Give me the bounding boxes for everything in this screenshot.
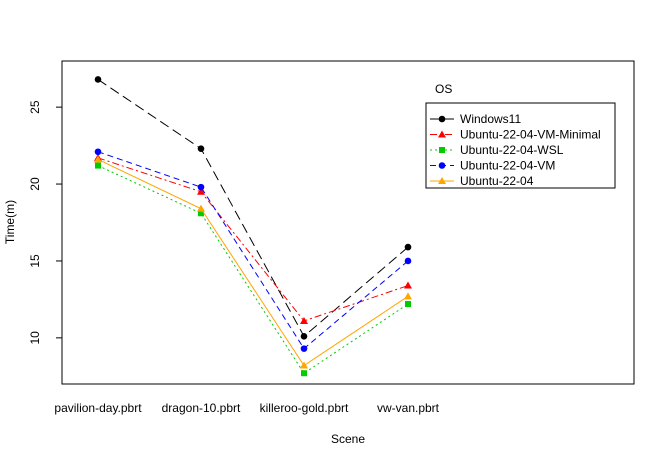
data-point: [404, 243, 412, 251]
series-ubuntu-22-04: [94, 155, 412, 369]
data-point: [300, 333, 308, 340]
x-tick-label: pavilion-day.pbrt: [54, 401, 142, 415]
series-line: [97, 157, 409, 322]
legend-marker: [438, 115, 446, 123]
legend-label: Ubuntu-22-04: [460, 174, 534, 188]
series-line: [97, 165, 409, 374]
plot-area: [61, 60, 635, 385]
data-point: [405, 301, 411, 308]
legend-marker: [438, 162, 446, 169]
legend-label: Ubuntu-22-04-WSL: [460, 143, 564, 157]
data-point: [404, 281, 412, 289]
data-point: [404, 257, 412, 265]
legend-marker: [439, 147, 445, 153]
series-ubuntu-22-04-vm: [94, 148, 412, 352]
y-tick-label: 10: [28, 331, 42, 345]
data-point: [197, 145, 205, 152]
series-line: [97, 151, 409, 350]
legend: OS Windows11Ubuntu-22-04-VM-MinimalUbunt…: [425, 82, 616, 189]
series-windows11: [94, 76, 412, 340]
data-point: [301, 370, 307, 377]
series-ubuntu-22-04-vm-minimal: [94, 153, 412, 324]
legend-label: Ubuntu-22-04-VM: [460, 159, 555, 173]
legend-marker: [438, 130, 446, 138]
series-ubuntu-22-04-wsl: [95, 162, 411, 377]
series-line: [97, 79, 409, 338]
data-point: [94, 148, 102, 156]
series-layer: [94, 76, 412, 377]
data-point: [197, 204, 205, 212]
y-axis-label: Time(m): [3, 200, 17, 244]
x-tick-label: vw-van.pbrt: [377, 401, 440, 415]
x-axis: pavilion-day.pbrt dragon-10.pbrt killeroo-…: [54, 401, 439, 415]
data-point: [300, 361, 308, 369]
y-tick-label: 25: [28, 100, 42, 114]
series-line: [97, 158, 409, 367]
y-axis: 10 15 20 25: [28, 100, 62, 345]
x-tick-label: killeroo-gold.pbrt: [260, 401, 349, 415]
legend-marker: [438, 177, 446, 184]
data-point: [95, 162, 101, 169]
data-point: [198, 210, 204, 217]
data-point: [404, 292, 412, 300]
legend-label: Windows11: [460, 112, 521, 126]
legend-title: OS: [435, 82, 452, 96]
legend-box: [425, 102, 616, 189]
data-point: [197, 183, 205, 191]
legend-label: Ubuntu-22-04-VM-Minimal: [460, 128, 601, 142]
x-tick-label: dragon-10.pbrt: [162, 401, 241, 415]
y-tick-label: 15: [28, 254, 42, 268]
data-point: [94, 155, 102, 163]
data-point: [300, 316, 308, 324]
data-point: [94, 76, 102, 83]
y-tick-label: 20: [28, 177, 42, 191]
data-point: [300, 345, 308, 352]
data-point: [197, 187, 205, 195]
x-axis-label: Scene: [331, 432, 365, 446]
